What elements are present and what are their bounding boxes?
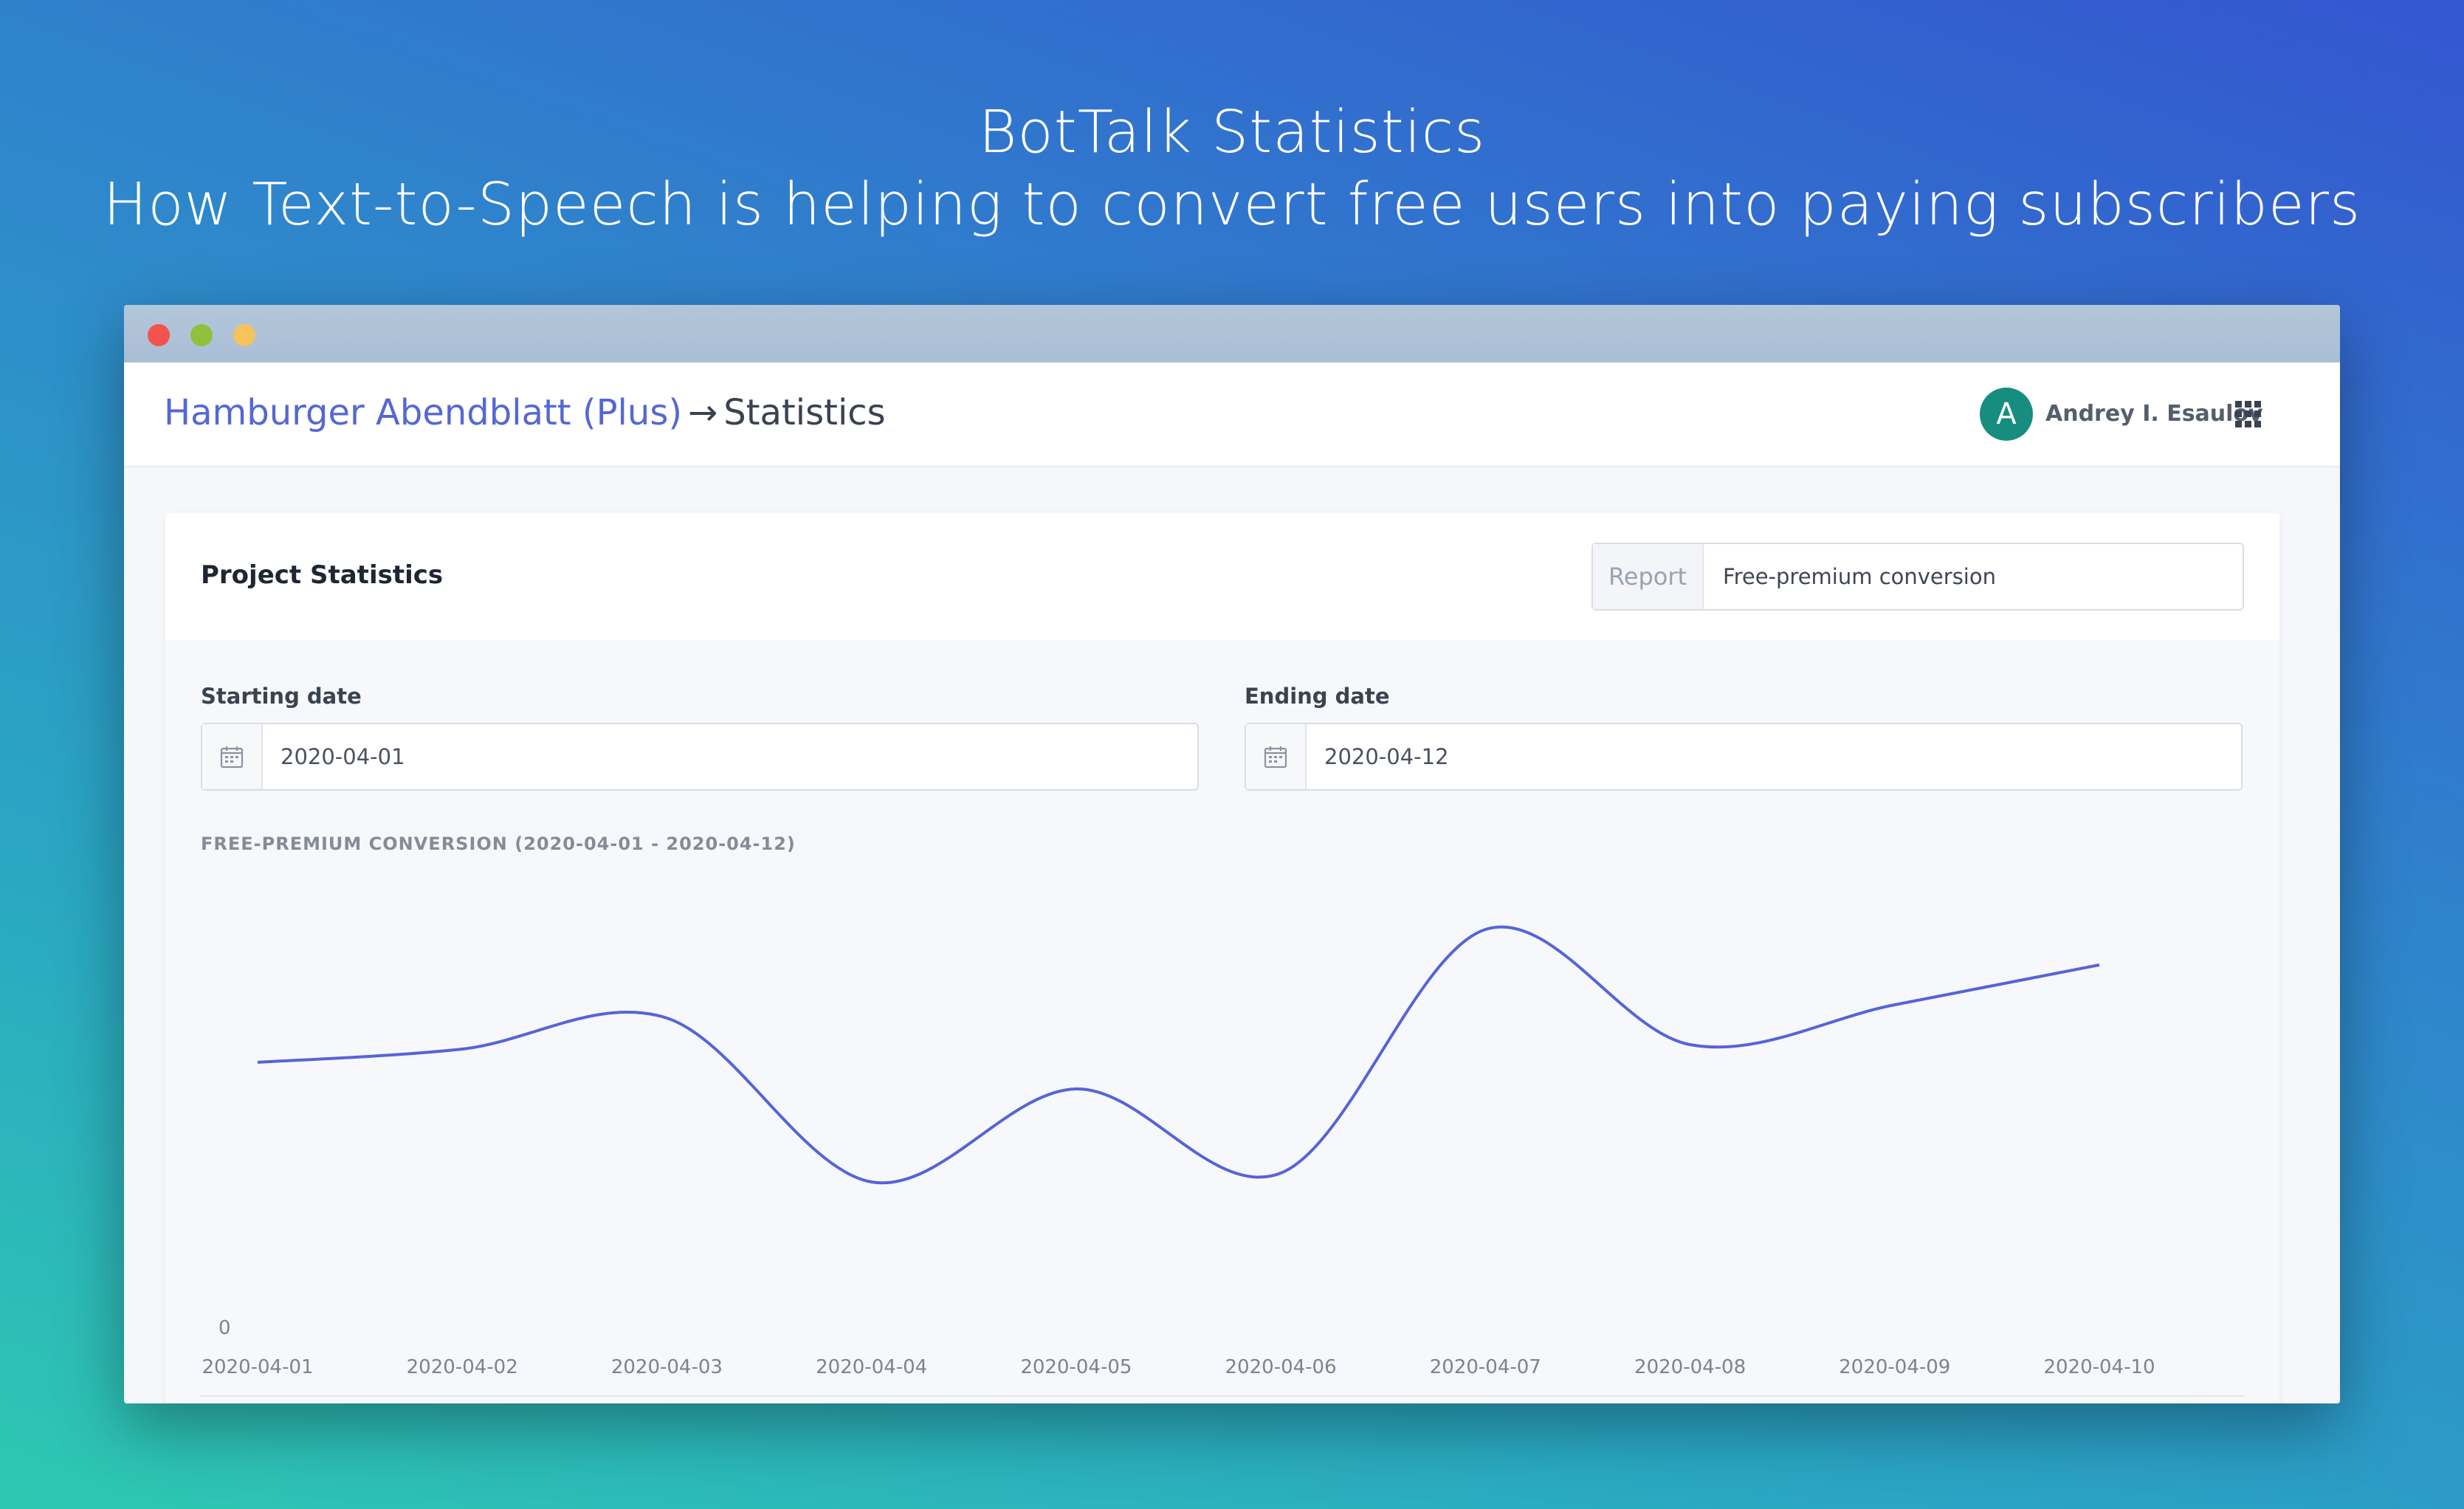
series-line <box>257 925 2100 1185</box>
report-label: Report <box>1593 544 1704 609</box>
breadcrumb-project-link[interactable]: Hamburger Abendblatt (Plus) <box>164 392 683 433</box>
maximize-window-icon[interactable] <box>233 324 255 346</box>
breadcrumb-arrow-icon: → <box>688 392 718 433</box>
x-tick-label: 2020-04-05 <box>1020 1356 1132 1378</box>
breadcrumb: Hamburger Abendblatt (Plus) → Statistics <box>164 391 886 435</box>
calendar-icon[interactable] <box>202 724 263 789</box>
report-value[interactable]: Free-premium conversion <box>1723 564 1996 589</box>
conversion-line-chart: 0 2020-04-01 2020-04-02 2020-04-03 2020-04-0… <box>201 925 2244 1397</box>
ending-date-field[interactable]: 2020-04-12 <box>1245 723 2243 791</box>
x-tick-label: 2020-04-04 <box>816 1356 927 1378</box>
browser-window: Hamburger Abendblatt (Plus) → Statistics A… <box>124 305 2340 1403</box>
x-tick-label: 2020-04-10 <box>2043 1356 2155 1378</box>
x-tick-label: 2020-04-02 <box>407 1356 518 1378</box>
ending-date-value[interactable]: 2020-04-12 <box>1324 744 1449 769</box>
hero-heading: BotTalk Statistics How Text-to-Speech is… <box>0 96 2464 241</box>
x-tick-label: 2020-04-03 <box>611 1356 723 1378</box>
hero-subtitle: How Text-to-Speech is helping to convert… <box>103 171 2361 238</box>
statistics-card: Project Statistics Report Free-premium c… <box>165 513 2279 1403</box>
grid-icon[interactable] <box>2235 401 2262 427</box>
starting-date-label: Starting date <box>201 684 362 709</box>
starting-date-field[interactable]: 2020-04-01 <box>201 723 1199 791</box>
ending-date-label: Ending date <box>1245 684 1390 709</box>
user-name[interactable]: Andrey I. Esaulov <box>2045 401 2263 427</box>
minimize-window-icon[interactable] <box>190 324 213 346</box>
x-tick-label: 2020-04-01 <box>202 1356 313 1378</box>
main-content: Project Statistics Report Free-premium c… <box>124 467 2340 1403</box>
user-avatar[interactable]: A <box>1980 388 2033 441</box>
starting-date-value[interactable]: 2020-04-01 <box>281 744 405 769</box>
card-title: Project Statistics <box>201 560 444 590</box>
window-titlebar <box>124 305 2340 362</box>
calendar-icon[interactable] <box>1246 724 1307 789</box>
x-tick-label: 2020-04-06 <box>1225 1356 1337 1378</box>
y-tick-label: 0 <box>218 1317 231 1339</box>
card-header: Project Statistics Report Free-premium c… <box>165 513 2279 640</box>
x-tick-label: 2020-04-07 <box>1430 1356 1541 1378</box>
x-tick-label: 2020-04-09 <box>1839 1356 1950 1378</box>
breadcrumb-current: Statistics <box>723 392 886 433</box>
hero-title: BotTalk Statistics <box>978 98 1486 166</box>
close-window-icon[interactable] <box>148 324 170 346</box>
x-tick-label: 2020-04-08 <box>1634 1356 1746 1378</box>
chart-title: FREE-PREMIUM CONVERSION (2020-04-01 - 20… <box>201 833 796 854</box>
app-header: Hamburger Abendblatt (Plus) → Statistics A… <box>124 362 2340 467</box>
report-select[interactable]: Report Free-premium conversion <box>1591 543 2244 611</box>
